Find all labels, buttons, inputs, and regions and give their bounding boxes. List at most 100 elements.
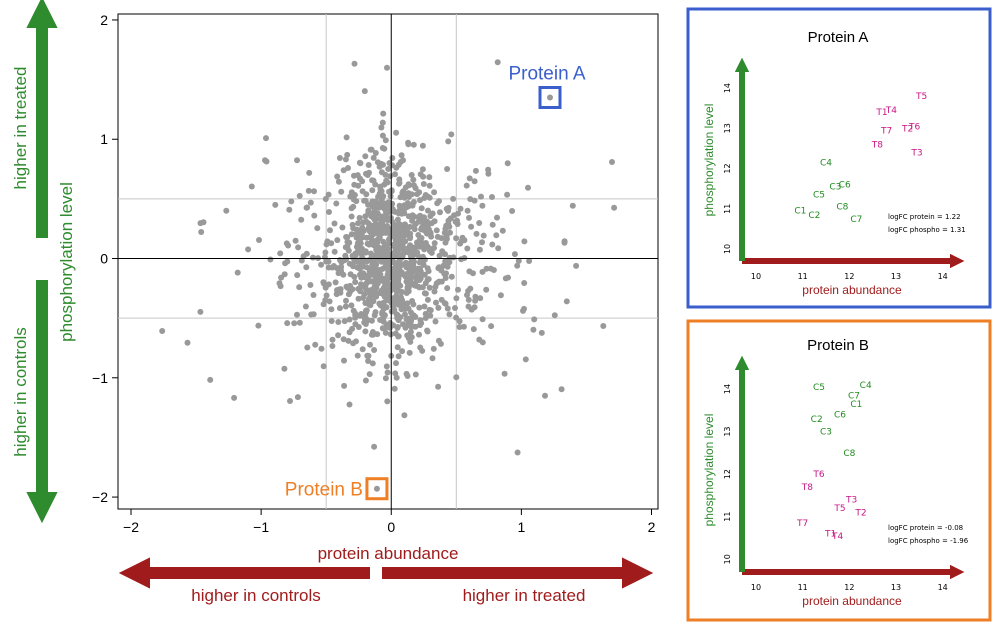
- scatter-point: [521, 238, 528, 245]
- scatter-point: [442, 251, 448, 258]
- scatter-point: [345, 165, 351, 171]
- scatter-point: [452, 305, 458, 311]
- scatter-point: [563, 298, 570, 305]
- inset-b-annotation-2: logFC phospho = -1.96: [888, 537, 969, 545]
- scatter-point: [538, 329, 545, 336]
- scatter-point: [381, 285, 388, 292]
- scatter-point: [410, 199, 417, 205]
- scatter-point: [430, 345, 437, 352]
- scatter-point: [435, 337, 442, 344]
- x-tick-label: 1: [517, 519, 525, 535]
- scatter-point: [383, 177, 390, 184]
- scatter-point: [425, 268, 432, 275]
- scatter-point: [429, 355, 436, 362]
- scatter-point: [310, 292, 317, 298]
- scatter-point: [442, 275, 449, 281]
- scatter-point: [398, 152, 405, 159]
- x-tick-label: 0: [387, 519, 395, 535]
- scatter-point: [294, 394, 301, 401]
- scatter-point: [399, 348, 406, 355]
- scatter-point: [262, 157, 268, 164]
- scatter-point: [326, 209, 332, 215]
- scatter-point: [407, 317, 414, 324]
- scatter-point: [485, 170, 492, 177]
- scatter-point: [417, 171, 424, 178]
- scatter-point: [360, 263, 367, 270]
- scatter-point: [403, 278, 410, 285]
- scatter-point: [407, 328, 414, 335]
- scatter-point: [495, 245, 502, 252]
- inset-y-tick-label: 12: [723, 163, 732, 173]
- scatter-point: [378, 199, 385, 206]
- inset-point-label: C1: [794, 207, 806, 217]
- scatter-point: [478, 193, 484, 200]
- scatter-points: [159, 59, 618, 456]
- scatter-point: [406, 182, 413, 189]
- scatter-point: [336, 155, 343, 161]
- scatter-point: [395, 353, 402, 360]
- scatter-point: [372, 198, 379, 205]
- scatter-point: [296, 192, 303, 199]
- scatter-point: [436, 252, 443, 259]
- scatter-point: [417, 344, 424, 351]
- inset-point-label: C2: [811, 415, 823, 425]
- scatter-point: [542, 392, 548, 399]
- scatter-point: [361, 291, 368, 298]
- scatter-point: [450, 195, 457, 202]
- scatter-point: [431, 288, 438, 295]
- scatter-point: [368, 292, 375, 299]
- scatter-point: [365, 162, 372, 168]
- scatter-point: [348, 231, 355, 238]
- scatter-point: [328, 306, 335, 313]
- scatter-point: [405, 213, 412, 220]
- scatter-point: [431, 189, 438, 196]
- scatter-point: [374, 254, 381, 261]
- scatter-point: [344, 244, 351, 250]
- scatter-point: [385, 236, 392, 243]
- scatter-point: [343, 234, 350, 240]
- scatter-point: [335, 178, 342, 185]
- inset-point-label: T4: [831, 532, 843, 542]
- zero-axes: [118, 14, 658, 509]
- scatter-point: [483, 286, 490, 293]
- scatter-point: [489, 241, 496, 248]
- scatter-point: [372, 150, 379, 156]
- scatter-point: [408, 323, 415, 330]
- scatter-point: [353, 338, 359, 345]
- scatter-point: [561, 239, 568, 246]
- inset-point-label: T6: [908, 122, 920, 132]
- scatter-point: [461, 255, 468, 261]
- scatter-point: [426, 245, 433, 252]
- scatter-point: [335, 270, 342, 277]
- scatter-point: [505, 274, 511, 281]
- scatter-point: [416, 284, 423, 291]
- scatter-point: [569, 202, 576, 209]
- scatter-point: [361, 88, 368, 95]
- scatter-point: [379, 145, 386, 151]
- scatter-point: [391, 298, 397, 305]
- scatter-point: [420, 215, 427, 221]
- scatter-point: [409, 252, 416, 259]
- scatter-point: [387, 193, 394, 200]
- scatter-point: [504, 191, 511, 198]
- inset-point-label: T8: [801, 483, 813, 493]
- scatter-point: [464, 207, 471, 214]
- scatter-point: [288, 198, 295, 205]
- scatter-point: [378, 218, 385, 225]
- scatter-point: [446, 311, 453, 318]
- scatter-point: [304, 204, 311, 211]
- scatter-point: [384, 398, 391, 405]
- scatter-point: [479, 339, 486, 346]
- scatter-point: [390, 308, 397, 314]
- scatter-point: [451, 212, 458, 219]
- scatter-point: [357, 312, 364, 319]
- scatter-point: [403, 290, 410, 296]
- scatter-point: [357, 271, 363, 278]
- scatter-point: [391, 226, 398, 233]
- scatter-point: [514, 262, 521, 269]
- scatter-point: [466, 214, 472, 221]
- inset-b-y-label: phosphorylation level: [702, 414, 716, 527]
- scatter-point: [558, 386, 565, 393]
- inset-point-label: T6: [812, 470, 824, 480]
- scatter-point: [445, 217, 452, 224]
